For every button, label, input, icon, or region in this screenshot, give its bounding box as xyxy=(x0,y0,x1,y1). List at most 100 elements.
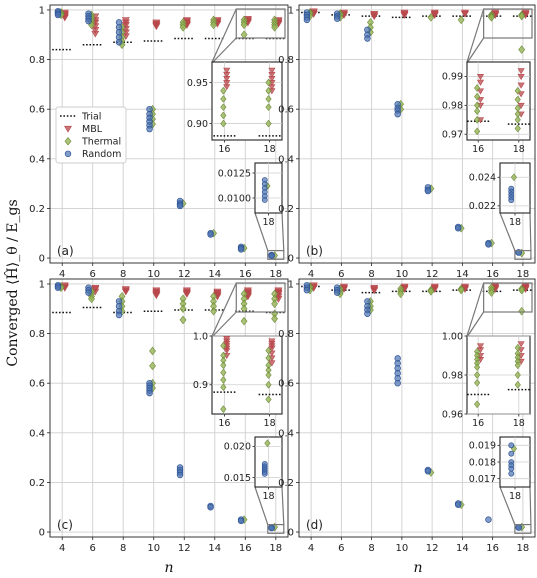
zoom-connector xyxy=(211,311,237,338)
inset-y-tick-label: 0.98 xyxy=(442,370,463,381)
panel-b-thermal-point xyxy=(518,45,526,54)
inset-1-b-thermal-point xyxy=(514,95,521,104)
x-tick-label: 12 xyxy=(178,543,191,554)
panel-a-mbl-point xyxy=(152,23,161,31)
panel-label: (c) xyxy=(57,518,73,532)
x-tick-label: 14 xyxy=(456,543,469,554)
panel-d-thermal-point xyxy=(397,289,405,299)
y-tick-label: 0.8 xyxy=(29,329,45,340)
zoom-region xyxy=(267,249,285,260)
inset-y-tick-label: 0.024 xyxy=(469,173,496,184)
inset-1-c-thermal-point xyxy=(220,383,227,392)
y-tick-label: 0.6 xyxy=(278,379,294,390)
inset-1-b-mbl-point xyxy=(476,88,485,95)
panel-c-random-point xyxy=(146,389,153,397)
inset-x-tick-label: 18 xyxy=(513,418,525,429)
zoom-region xyxy=(514,523,532,534)
inset-1-d-thermal-point xyxy=(514,361,521,370)
x-tick-label: 10 xyxy=(147,269,160,280)
inset-x-tick-label: 18 xyxy=(264,418,276,429)
panel-c-thermal-point xyxy=(271,299,279,309)
axes-frame xyxy=(298,4,536,264)
x-tick-label: 12 xyxy=(426,543,439,554)
inset-y-tick-label: 0.0125 xyxy=(218,168,251,179)
inset-y-tick-label: 0.019 xyxy=(469,441,496,452)
inset-y-tick-label: 0.0100 xyxy=(218,193,251,204)
inset-1-b-mbl-point xyxy=(517,91,525,98)
inset-2-d-random-point xyxy=(508,442,515,449)
inset-1-a-thermal-point xyxy=(220,86,227,95)
zoom-connector xyxy=(211,37,237,64)
zoom-connector xyxy=(499,486,516,525)
inset-1-c-mbl-point xyxy=(268,345,276,352)
x-tick-label: 12 xyxy=(426,269,439,280)
inset-2-b-thermal-point xyxy=(510,173,518,182)
y-tick-label: 0.8 xyxy=(278,329,294,340)
x-tick-label: 14 xyxy=(208,269,221,280)
panel-a-random-point xyxy=(146,125,153,133)
inset-1-a-mbl-point xyxy=(268,84,276,91)
inset-y-tick-label: 0.90 xyxy=(187,119,208,130)
panel-d-random-point xyxy=(333,289,341,296)
panel-a-random-point xyxy=(54,11,62,19)
inset-y-tick-label: 0.96 xyxy=(442,409,463,420)
inset-1-d-thermal-point xyxy=(474,400,481,409)
x-tick-label: 6 xyxy=(338,269,344,280)
x-tick-label: 16 xyxy=(239,543,252,554)
panel-b-thermal-point xyxy=(457,15,465,25)
inset-1-d-thermal-point xyxy=(474,371,481,379)
x-tick-label: 6 xyxy=(90,543,96,554)
panel-a-random-point xyxy=(176,202,184,210)
panel-a-random-point xyxy=(207,231,214,238)
inset-1-b-mbl-point xyxy=(476,97,485,104)
inset-2-d-random-point xyxy=(508,465,515,472)
inset-1-b-mbl-point xyxy=(517,74,525,81)
panel-d-random-point xyxy=(364,310,371,317)
y-tick-label: 0.2 xyxy=(29,204,45,215)
y-tick-label: 0.4 xyxy=(278,154,294,165)
panel-b-random-point xyxy=(394,110,401,118)
x-tick-label: 16 xyxy=(486,269,499,280)
zoom-connector xyxy=(529,212,532,251)
panel-d-random-point xyxy=(424,468,432,475)
x-tick-label: 8 xyxy=(120,543,126,554)
inset-x-tick-label: 18 xyxy=(513,144,525,155)
zoom-connector xyxy=(281,486,285,525)
x-tick-label: 8 xyxy=(368,543,374,554)
inset-1-a-mbl-point xyxy=(268,71,276,78)
inset-1-a-mbl-point xyxy=(268,67,276,74)
inset-x-tick-label: 16 xyxy=(218,418,230,429)
inset-1-b-thermal-point xyxy=(474,127,481,136)
panel-b-mbl-point xyxy=(400,12,409,19)
inset-1-d-mbl-point xyxy=(517,341,525,348)
inset-1-b-thermal-point xyxy=(514,87,521,95)
x-tick-label: 18 xyxy=(269,543,282,554)
x-tick-label: 10 xyxy=(147,543,160,554)
panel-d-thermal-point xyxy=(457,285,465,295)
panel-c-thermal-point xyxy=(240,316,248,326)
x-tick-label: 4 xyxy=(59,543,65,554)
inset-y-tick-label: 0.015 xyxy=(224,473,251,484)
inset-x-tick-label: 16 xyxy=(472,418,484,429)
inset-2: 0.022 0.024 18 xyxy=(469,162,531,228)
panel-label: (a) xyxy=(57,244,74,258)
x-tick-label: 16 xyxy=(239,269,252,280)
inset-y-tick-label: 0.99 xyxy=(442,72,463,83)
inset-2: 0.0100 0.0125 18 xyxy=(218,162,283,228)
inset-y-tick-label: 0.95 xyxy=(187,78,208,89)
y-tick-label: 0.4 xyxy=(29,154,45,165)
panel-d-thermal-point xyxy=(488,288,495,297)
x-tick-label: 8 xyxy=(120,269,126,280)
inset-1-b-thermal-point xyxy=(474,115,481,124)
inset-x-tick-label: 18 xyxy=(262,491,274,502)
panel-c-random-point xyxy=(268,524,275,532)
panel-a-thermal-point xyxy=(271,23,279,32)
panel-c-mbl-point xyxy=(182,291,191,298)
inset-2-d-random-point xyxy=(508,450,515,457)
panel-d-random-point xyxy=(303,286,311,294)
inset-y-tick-label: 0.020 xyxy=(224,442,251,453)
zoom-connector xyxy=(499,212,516,251)
inset-1-b-mbl-point xyxy=(476,79,485,86)
